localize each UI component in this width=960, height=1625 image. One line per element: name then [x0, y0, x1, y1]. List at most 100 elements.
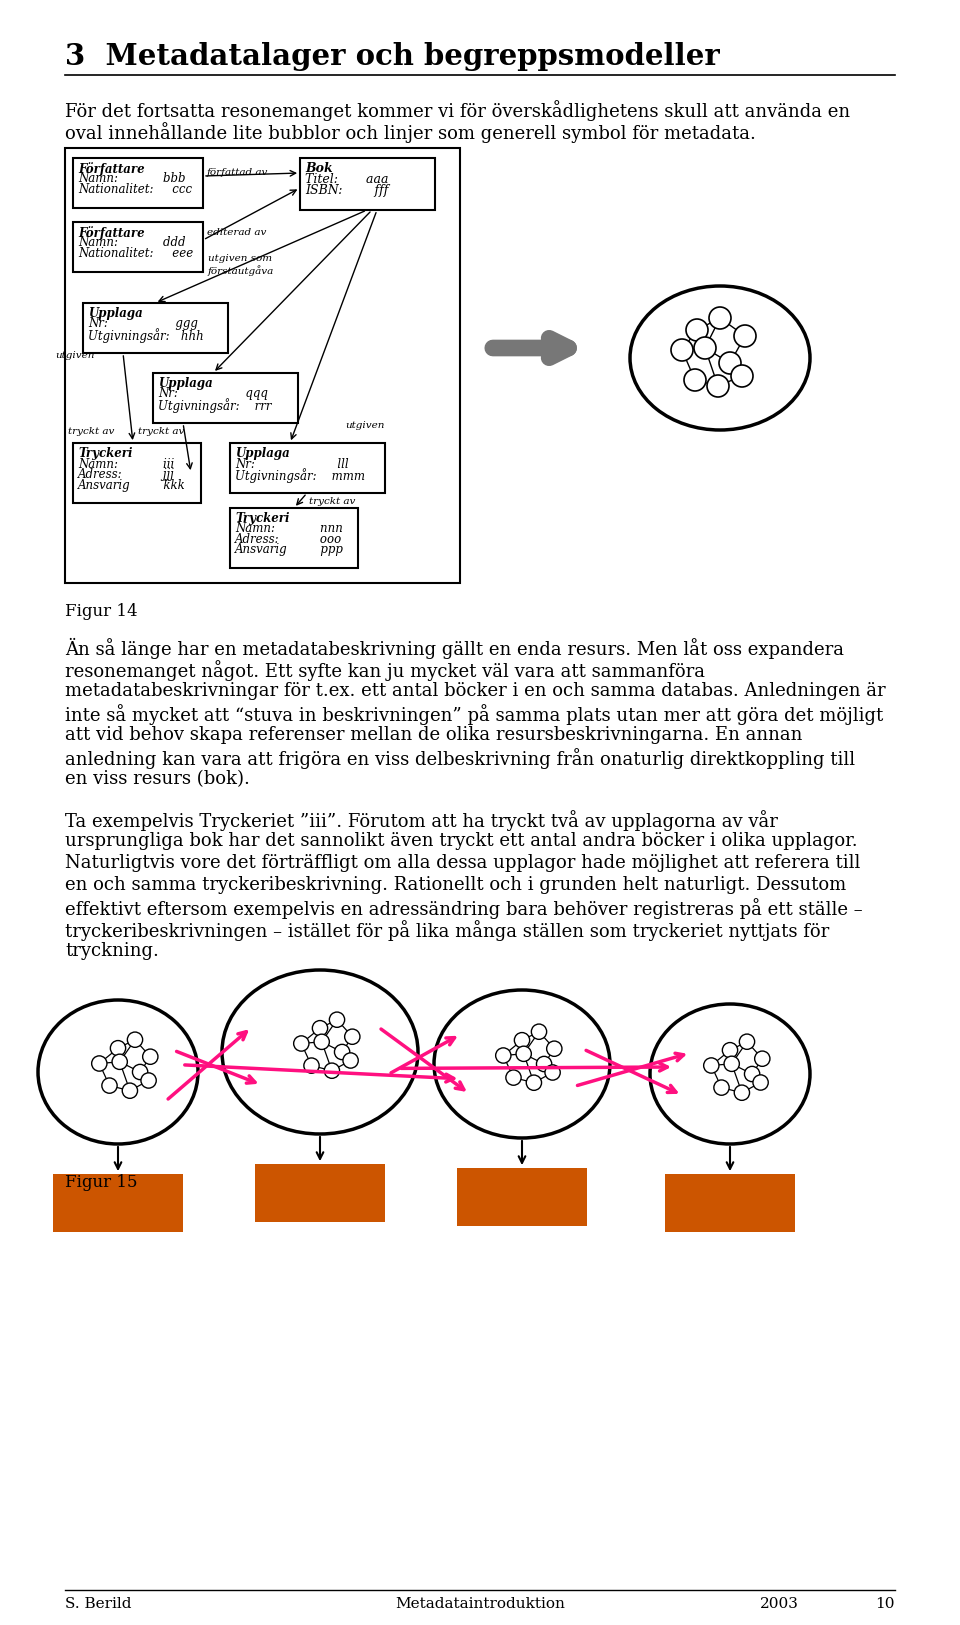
Text: författad av: författad av: [207, 167, 269, 177]
Bar: [230, 444, 385, 492]
Bar: [73, 223, 203, 271]
Text: ursprungliga bok har det sannolikt även tryckt ett antal andra böcker i olika up: ursprungliga bok har det sannolikt även …: [65, 832, 857, 850]
Circle shape: [516, 1046, 531, 1061]
Text: tryckt av: tryckt av: [309, 497, 355, 505]
Text: Utgivningsår:   hhh: Utgivningsår: hhh: [88, 328, 204, 343]
Text: tryckt av: tryckt av: [68, 427, 114, 436]
Text: 10: 10: [876, 1597, 895, 1610]
Circle shape: [684, 369, 706, 392]
Bar: [83, 302, 228, 353]
Circle shape: [724, 1056, 739, 1071]
Text: att vid behov skapa referenser mellan de olika resursbeskrivningarna. En annan: att vid behov skapa referenser mellan de…: [65, 726, 803, 744]
Circle shape: [734, 325, 756, 348]
Bar: [255, 1164, 385, 1222]
Circle shape: [694, 336, 716, 359]
Circle shape: [345, 1029, 360, 1045]
Circle shape: [91, 1056, 107, 1071]
Circle shape: [755, 1051, 770, 1066]
Text: 3  Metadatalager och begreppsmodeller: 3 Metadatalager och begreppsmodeller: [65, 42, 720, 72]
Text: oval innehållande lite bubblor och linjer som generell symbol för metadata.: oval innehållande lite bubblor och linje…: [65, 122, 756, 143]
Text: inte så mycket att “stuva in beskrivningen” på samma plats utan mer att göra det: inte så mycket att “stuva in beskrivning…: [65, 704, 883, 725]
Bar: [153, 374, 298, 422]
Circle shape: [722, 1043, 737, 1058]
Text: Nr:                      lll: Nr: lll: [235, 458, 348, 471]
Text: Namn:            ddd: Namn: ddd: [78, 237, 185, 250]
Circle shape: [734, 1086, 750, 1100]
Text: resonemanget något. Ett syfte kan ju mycket väl vara att sammanföra: resonemanget något. Ett syfte kan ju myc…: [65, 660, 705, 681]
Text: För det fortsatta resonemanget kommer vi för överskådlighetens skull att använda: För det fortsatta resonemanget kommer vi…: [65, 101, 851, 120]
Circle shape: [329, 1012, 345, 1027]
Text: Nr:                  ggg: Nr: ggg: [88, 317, 198, 330]
Circle shape: [334, 1045, 349, 1060]
Text: Nr:                  qqq: Nr: qqq: [158, 387, 268, 400]
Text: Utgivningsår:    mmm: Utgivningsår: mmm: [235, 468, 365, 483]
Circle shape: [671, 340, 693, 361]
Bar: [300, 158, 435, 210]
Circle shape: [312, 1020, 327, 1035]
Text: utgiven: utgiven: [55, 351, 94, 361]
Text: Utgivningsår:    rrr: Utgivningsår: rrr: [158, 398, 272, 413]
Text: Ta exempelvis Tryckeriet ”iii”. Förutom att ha tryckt två av upplagorna av vår: Ta exempelvis Tryckeriet ”iii”. Förutom …: [65, 809, 778, 830]
Circle shape: [714, 1081, 730, 1095]
Bar: [73, 158, 203, 208]
Circle shape: [707, 375, 729, 396]
Ellipse shape: [630, 286, 810, 431]
Text: Ansvarig         ppp: Ansvarig ppp: [235, 543, 344, 556]
Text: Naturligtvis vore det förträffligt om alla dessa upplagor hade möjlighet att ref: Naturligtvis vore det förträffligt om al…: [65, 855, 860, 873]
Circle shape: [128, 1032, 143, 1048]
Circle shape: [132, 1064, 148, 1079]
Circle shape: [122, 1082, 137, 1098]
Circle shape: [141, 1072, 156, 1089]
Text: metadatabeskrivningar för t.ex. ett antal böcker i en och samma databas. Anledni: metadatabeskrivningar för t.ex. ett anta…: [65, 682, 886, 700]
Bar: [457, 1168, 587, 1225]
Text: Tryckeri: Tryckeri: [78, 447, 132, 460]
Bar: [665, 1173, 795, 1232]
Bar: [230, 509, 358, 569]
Text: Än så länge har en metadatabeskrivning gällt en enda resurs. Men låt oss expande: Än så länge har en metadatabeskrivning g…: [65, 639, 844, 660]
Text: Namn:            iii: Namn: iii: [78, 458, 175, 471]
Circle shape: [686, 318, 708, 341]
Text: Metadataintroduktion: Metadataintroduktion: [396, 1597, 564, 1610]
Circle shape: [314, 1034, 329, 1050]
Ellipse shape: [38, 999, 198, 1144]
Circle shape: [753, 1074, 768, 1090]
Circle shape: [294, 1035, 309, 1051]
Text: Titel:       aaa: Titel: aaa: [305, 172, 389, 185]
Text: effektivt eftersom exempelvis en adressändring bara behöver registreras på ett s: effektivt eftersom exempelvis en adressä…: [65, 899, 863, 920]
Circle shape: [526, 1076, 541, 1090]
Circle shape: [744, 1066, 759, 1082]
Text: Namn:            nnn: Namn: nnn: [235, 523, 343, 536]
Text: Ansvarig         kkk: Ansvarig kkk: [78, 478, 185, 491]
Text: Nationalitet:     eee: Nationalitet: eee: [78, 247, 193, 260]
Text: anledning kan vara att frigöra en viss delbeskrivning från onaturlig direktkoppl: anledning kan vara att frigöra en viss d…: [65, 748, 855, 769]
Text: Upplaga: Upplaga: [88, 307, 143, 320]
Text: Bok: Bok: [305, 162, 332, 176]
Text: en och samma tryckeribeskrivning. Rationellt och i grunden helt naturligt. Dessu: en och samma tryckeribeskrivning. Ration…: [65, 876, 847, 894]
Text: Namn:            bbb: Namn: bbb: [78, 172, 185, 185]
Circle shape: [112, 1055, 128, 1069]
Ellipse shape: [650, 1004, 810, 1144]
Circle shape: [304, 1058, 319, 1072]
Circle shape: [324, 1063, 340, 1079]
Circle shape: [110, 1040, 126, 1056]
Text: en viss resurs (bok).: en viss resurs (bok).: [65, 770, 250, 788]
Circle shape: [102, 1077, 117, 1094]
Text: utgiven som
förstautgåva: utgiven som förstautgåva: [208, 254, 275, 276]
Text: Adress:           jjj: Adress: jjj: [78, 468, 175, 481]
Text: Författare: Författare: [78, 162, 145, 176]
Circle shape: [545, 1064, 561, 1081]
Circle shape: [546, 1042, 562, 1056]
Text: Författare: Författare: [78, 226, 145, 240]
Text: Adress:           ooo: Adress: ooo: [235, 533, 343, 546]
Circle shape: [495, 1048, 511, 1063]
Text: Tryckeri: Tryckeri: [235, 512, 290, 525]
Text: S. Berild: S. Berild: [65, 1597, 132, 1610]
Circle shape: [515, 1032, 530, 1048]
Text: ISBN:        fff: ISBN: fff: [305, 184, 389, 197]
Text: tryckt av: tryckt av: [138, 427, 184, 436]
Text: 2003: 2003: [760, 1597, 799, 1610]
Circle shape: [739, 1034, 755, 1050]
Text: Upplaga: Upplaga: [235, 447, 290, 460]
Text: Figur 14: Figur 14: [65, 603, 137, 621]
Circle shape: [531, 1024, 546, 1040]
